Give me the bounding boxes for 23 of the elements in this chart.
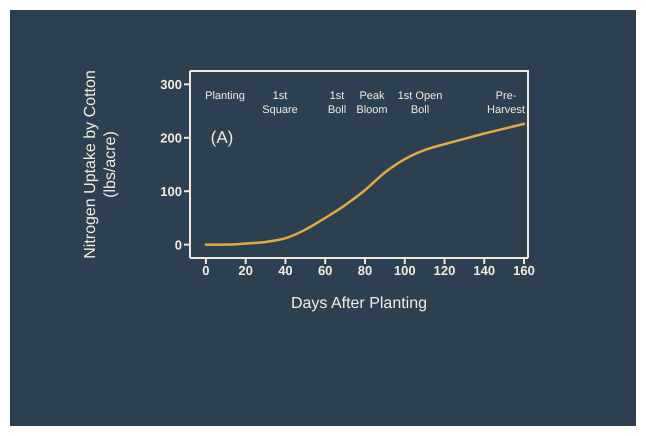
x-tick-label: 160 xyxy=(513,263,535,278)
y-tick-label: 0 xyxy=(174,237,182,252)
annotation: 1st Square xyxy=(262,90,298,116)
x-tick-label: 120 xyxy=(434,263,456,278)
y-tick-label: 100 xyxy=(160,184,182,199)
x-axis-title: Days After Planting xyxy=(290,295,428,312)
annotation: 1st Open Boll xyxy=(398,90,442,116)
x-tick-label: 140 xyxy=(473,263,496,278)
annotation: Pre- Harvest xyxy=(487,90,525,116)
y-tick-label: 300 xyxy=(160,76,182,92)
line-series xyxy=(204,122,526,246)
annotation: Planting xyxy=(205,90,245,102)
x-tick-label: 40 xyxy=(278,263,293,278)
x-tick-label: 0 xyxy=(202,263,210,278)
x-tick-label: 100 xyxy=(394,263,416,278)
annotation: 1st Boll xyxy=(328,90,346,116)
x-tick-label: 80 xyxy=(358,263,372,278)
x-tick-label: 60 xyxy=(318,263,332,278)
x-tick-label: 20 xyxy=(238,263,253,278)
annotation: Peak Bloom xyxy=(356,90,388,116)
y-tick-label: 200 xyxy=(160,130,182,146)
annotation: (A) xyxy=(210,128,234,147)
y-axis-title: Nitrogen Uptake by Cotton (lbs/acre) xyxy=(82,70,119,259)
